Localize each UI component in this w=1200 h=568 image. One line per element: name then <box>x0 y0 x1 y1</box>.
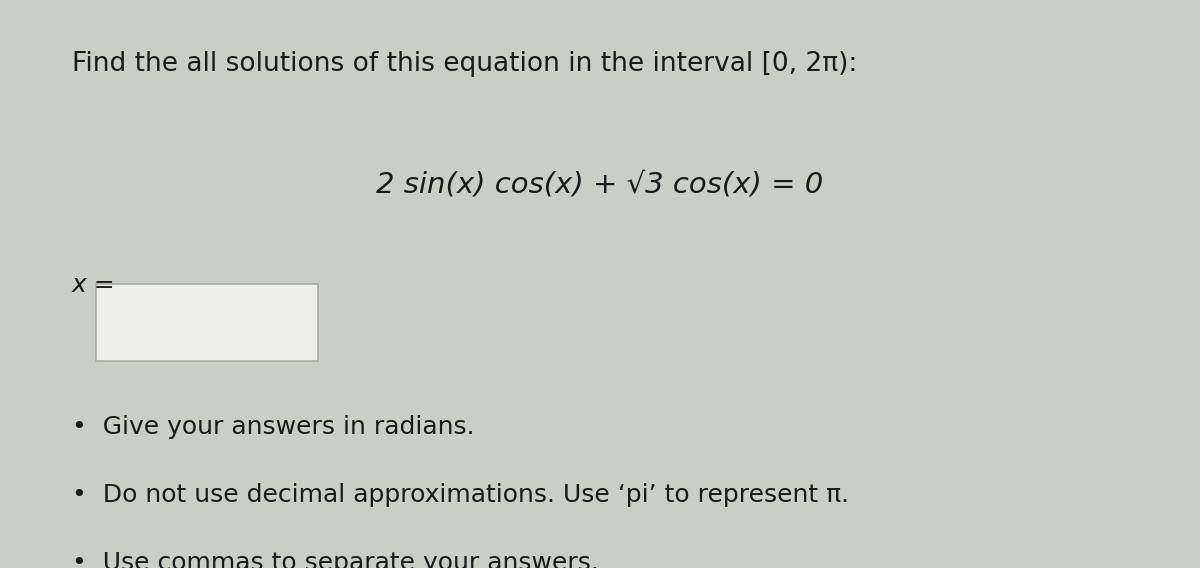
FancyBboxPatch shape <box>96 284 318 361</box>
Text: •  Give your answers in radians.: • Give your answers in radians. <box>72 415 475 438</box>
Text: 2 sin(x) cos(x) + √3 cos(x) = 0: 2 sin(x) cos(x) + √3 cos(x) = 0 <box>377 170 823 198</box>
Text: •  Do not use decimal approximations. Use ‘pi’ to represent π.: • Do not use decimal approximations. Use… <box>72 483 850 507</box>
Text: •  Use commas to separate your answers.: • Use commas to separate your answers. <box>72 551 599 568</box>
Text: x =: x = <box>72 273 115 296</box>
Text: Find the all solutions of this equation in the interval [0, 2π):: Find the all solutions of this equation … <box>72 51 857 77</box>
